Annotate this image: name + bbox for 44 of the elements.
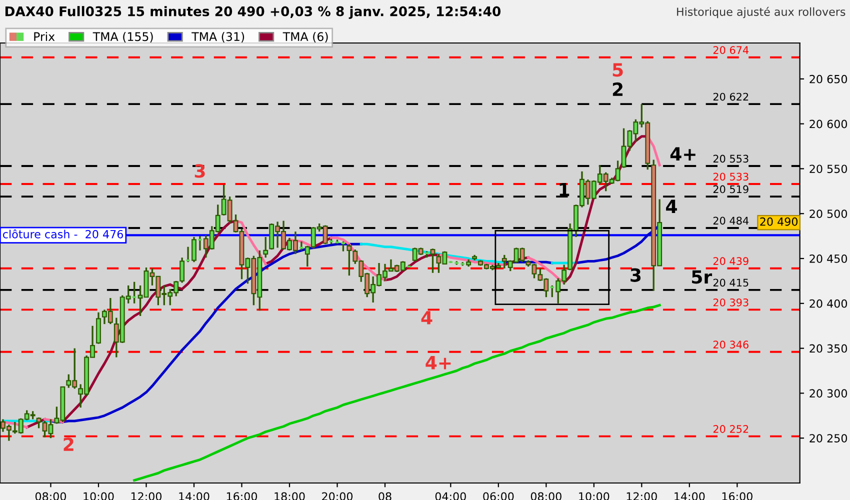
annotation: 2	[612, 82, 623, 96]
y-tick-label: 20 250	[810, 434, 848, 442]
y-tick-label: 20 400	[810, 299, 848, 308]
annotation: 4+	[670, 147, 696, 160]
annotation: 4	[421, 311, 432, 324]
candlestick	[263, 236, 268, 258]
legend-label: Prix	[34, 32, 55, 41]
text: Historique ajusté aux rollovers	[677, 6, 846, 18]
ref-line-label: 20 553	[713, 154, 748, 163]
y-tick-label: 20 500	[810, 210, 848, 218]
ref-line-label: 20 519	[713, 185, 748, 194]
ref-line-label: 20 346	[713, 340, 748, 349]
ref-line-label: 20 674	[713, 46, 749, 54]
legend-label: TMA (6)	[282, 32, 328, 42]
annotation: 20 490	[760, 217, 798, 226]
y-tick-label: 20 450	[810, 254, 848, 263]
y-tick-label: 20 350	[810, 344, 848, 353]
ref-line-label: 20 533	[713, 172, 748, 181]
legend-label: TMA (31)	[192, 32, 244, 42]
chart-title: DAX40 Full0325 15 minutes 20 490 +0,03 % 8 janv. 2025, 12:54:40	[5, 6, 501, 19]
ref-line-label: 20 415	[713, 278, 748, 287]
legend-label: TMA (155)	[92, 32, 153, 42]
candlestick	[346, 243, 352, 276]
ref-line-label: 20 439	[713, 257, 748, 266]
annotation: 2	[64, 438, 74, 451]
annotation: 3	[194, 164, 205, 178]
line-series	[133, 304, 661, 482]
y-tick-label: 20 300	[810, 389, 848, 398]
y-tick-label: 20 650	[810, 74, 848, 84]
annotation: 3	[630, 268, 641, 282]
ref-line-label: 20 393	[713, 298, 748, 306]
candlestick	[36, 416, 42, 430]
annotation: 4	[666, 200, 677, 213]
annotation: 4+	[426, 356, 451, 370]
ref-line-label: clôture cash - 20 476	[3, 229, 124, 238]
annotation: 5	[612, 63, 623, 77]
annotation: 5r	[692, 270, 712, 284]
y-tick-label: 20 550	[810, 164, 848, 174]
ref-line-label: 20 484	[713, 216, 749, 225]
annotation: 1	[560, 182, 570, 196]
ref-line-label: 20 622	[713, 92, 748, 101]
candlestick	[430, 248, 436, 274]
y-tick-label: 20 600	[810, 120, 848, 128]
ref-line-label: 20 252	[713, 425, 748, 433]
